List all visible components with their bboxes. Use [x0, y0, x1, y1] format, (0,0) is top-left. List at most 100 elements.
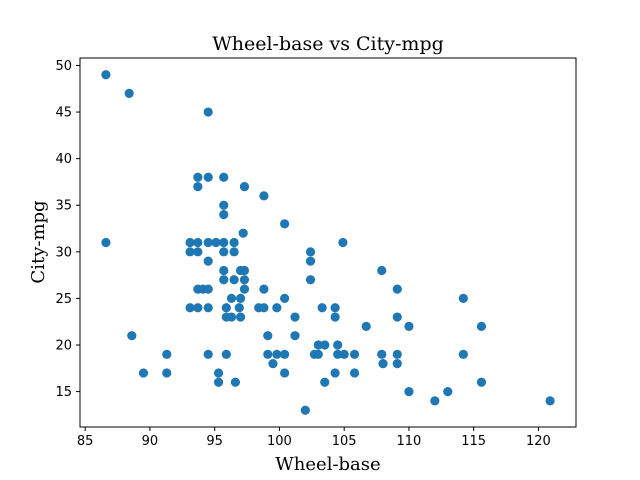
x-tick-label-2: 95: [206, 434, 223, 449]
chart-title: Wheel-base vs City-mpg: [212, 33, 444, 55]
data-point-70: [333, 340, 343, 350]
data-point-74: [263, 349, 273, 359]
data-point-72: [203, 349, 213, 359]
data-point-54: [317, 303, 327, 313]
y-tick-label-0: 15: [55, 385, 72, 400]
data-point-81: [349, 349, 360, 359]
data-point-0: [101, 70, 111, 80]
data-point-16: [203, 237, 213, 248]
data-point-50: [234, 303, 244, 313]
data-point-88: [138, 368, 149, 378]
data-point-42: [226, 293, 237, 304]
x-tick-label-4: 105: [332, 434, 357, 449]
x-axis-label: Wheel-base: [275, 454, 380, 475]
data-point-86: [378, 359, 388, 369]
data-point-13: [101, 237, 111, 248]
x-tick-label-0: 85: [77, 434, 94, 449]
data-point-15: [193, 237, 203, 248]
data-point-26: [203, 256, 213, 266]
data-point-8: [259, 191, 269, 201]
data-point-36: [392, 284, 402, 294]
data-point-1: [124, 88, 134, 99]
data-point-44: [280, 293, 290, 304]
data-point-53: [272, 303, 282, 313]
data-point-7: [239, 181, 250, 192]
data-point-82: [377, 349, 387, 359]
data-point-95: [230, 377, 240, 387]
y-tick-label-7: 50: [55, 59, 72, 74]
data-point-96: [320, 377, 330, 387]
data-point-2: [203, 107, 213, 117]
data-point-79: [333, 349, 343, 359]
data-point-84: [458, 349, 468, 359]
data-point-40: [239, 284, 250, 294]
y-tick-label-6: 45: [55, 106, 72, 121]
data-point-76: [280, 349, 290, 359]
data-point-61: [392, 312, 402, 322]
data-point-64: [476, 321, 487, 331]
data-point-92: [330, 368, 340, 378]
data-point-23: [219, 247, 229, 257]
data-point-17: [211, 237, 221, 248]
x-tick-label-7: 120: [526, 434, 551, 449]
data-point-75: [272, 349, 282, 359]
data-point-80: [339, 349, 349, 359]
y-axis-label: City-mpg: [28, 200, 49, 283]
data-point-68: [313, 340, 323, 350]
data-point-85: [268, 359, 278, 369]
data-point-65: [127, 331, 137, 341]
plot-frame: [79, 57, 577, 428]
data-point-20: [338, 237, 348, 248]
data-point-10: [219, 209, 229, 220]
data-point-6: [193, 181, 203, 192]
data-point-27: [305, 256, 316, 266]
data-point-24: [229, 247, 239, 257]
data-point-30: [239, 265, 250, 276]
data-point-28: [219, 265, 229, 276]
x-tick-label-3: 100: [267, 434, 292, 449]
y-tick-label-2: 25: [55, 292, 72, 307]
data-point-31: [377, 265, 387, 276]
data-point-73: [221, 349, 231, 359]
data-point-41: [259, 284, 269, 294]
data-point-58: [235, 312, 246, 322]
data-point-93: [349, 368, 360, 378]
data-point-78: [313, 349, 323, 359]
data-point-90: [213, 368, 224, 378]
y-tick-label-3: 30: [55, 245, 72, 260]
data-point-99: [443, 386, 453, 397]
data-point-98: [404, 386, 414, 397]
y-tick-label-4: 35: [55, 199, 72, 214]
data-point-101: [545, 396, 555, 406]
data-point-102: [300, 405, 310, 415]
x-axis-ticks: 85 90 95 100 105 110 115 120: [77, 427, 551, 449]
data-point-100: [430, 396, 440, 406]
data-point-34: [239, 275, 250, 285]
data-point-19: [229, 237, 239, 248]
y-axis-ticks: 15 20 25 30 35 40 45 50: [55, 59, 80, 400]
data-point-71: [162, 349, 172, 359]
data-point-18: [219, 237, 229, 248]
data-point-94: [213, 377, 224, 387]
data-point-69: [320, 340, 330, 350]
x-tick-label-1: 90: [142, 434, 159, 449]
data-point-21: [185, 247, 195, 257]
data-point-45: [458, 293, 468, 304]
data-point-5: [219, 172, 229, 182]
data-point-47: [193, 303, 203, 313]
x-tick-label-6: 115: [461, 434, 486, 449]
data-point-39: [203, 284, 213, 294]
data-point-49: [221, 303, 231, 313]
data-point-32: [219, 275, 229, 285]
data-point-25: [305, 247, 316, 257]
data-point-35: [305, 275, 316, 285]
data-point-66: [263, 331, 273, 341]
y-tick-label-1: 20: [55, 339, 72, 354]
data-point-3: [193, 172, 203, 182]
y-tick-label-5: 40: [55, 152, 72, 167]
data-point-46: [185, 303, 195, 313]
data-point-12: [238, 228, 248, 238]
data-point-22: [193, 247, 203, 257]
data-point-87: [392, 359, 402, 369]
